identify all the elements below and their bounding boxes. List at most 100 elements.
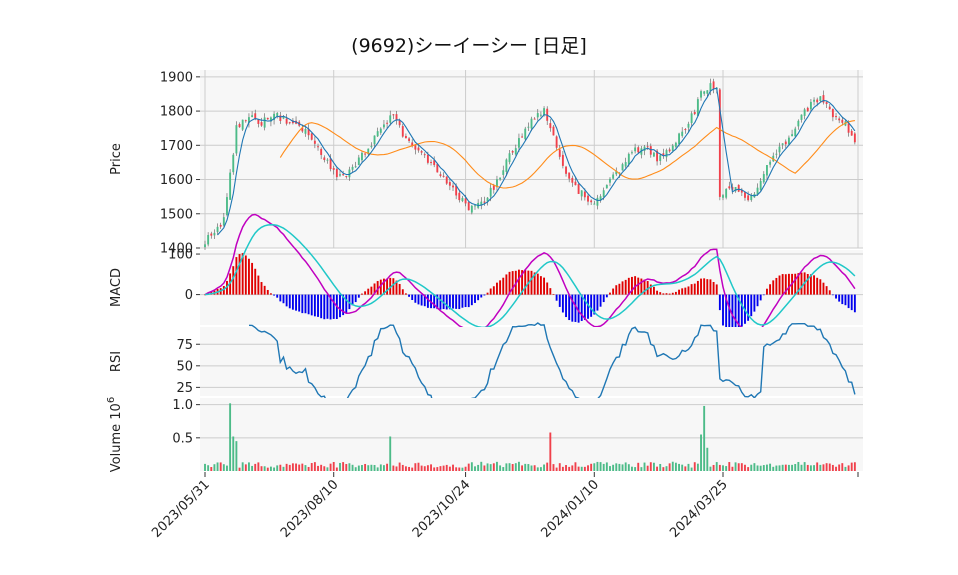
macd-histogram-bar <box>605 294 608 298</box>
macd-histogram-bar <box>590 294 593 317</box>
volume-bar <box>213 464 216 471</box>
macd-histogram-bar <box>546 282 549 295</box>
volume-bar <box>304 465 307 471</box>
volume-bar <box>530 465 533 471</box>
macd-histogram-bar <box>392 278 395 295</box>
candle-body <box>335 168 338 178</box>
macd-histogram-bar <box>536 273 539 295</box>
candle-body <box>565 166 567 174</box>
macd-histogram-bar <box>263 285 266 295</box>
candle-body <box>656 150 659 162</box>
volume-bar <box>806 464 809 471</box>
candle-body <box>612 174 615 179</box>
macd-histogram-bar <box>502 277 505 295</box>
candle-body <box>853 133 856 143</box>
macd-histogram-bar <box>317 294 319 317</box>
price-tick-label: 1700 <box>160 139 193 154</box>
candle-body <box>690 113 693 124</box>
candle-body <box>747 195 750 201</box>
volume-bar <box>637 462 640 471</box>
candle-body <box>803 109 806 116</box>
candle-body <box>442 175 445 177</box>
volume-bar <box>784 464 787 471</box>
macd-histogram-bar <box>593 294 596 315</box>
candle-body <box>426 154 429 163</box>
volume-bar <box>383 465 385 471</box>
candle-body <box>759 180 762 191</box>
candle-body <box>816 99 819 103</box>
candle-body <box>797 120 800 127</box>
candle-body <box>514 148 517 155</box>
volume-bar <box>759 465 762 471</box>
macd-histogram-bar <box>244 255 247 295</box>
volume-bar <box>533 465 536 471</box>
volume-bar <box>577 466 580 471</box>
volume-bar <box>414 463 417 471</box>
price-tick-label: 1400 <box>160 242 193 257</box>
volume-bar <box>354 467 357 471</box>
volume-bar <box>568 466 571 471</box>
candle-body <box>357 157 360 165</box>
candle-body <box>263 117 266 128</box>
volume-bar <box>483 465 486 471</box>
volume-bar <box>251 465 254 471</box>
volume-bar <box>511 464 514 471</box>
macd-histogram-bar <box>602 294 605 303</box>
volume-bar <box>276 465 279 471</box>
candle-body <box>762 174 765 183</box>
candle-body <box>700 91 702 98</box>
candle-body <box>775 153 778 155</box>
x-tick-label: 2023/08/10 <box>278 477 342 541</box>
volume-panel-background <box>200 398 863 471</box>
macd-histogram-bar <box>844 294 847 306</box>
volume-bar <box>593 463 596 471</box>
volume-bar <box>307 466 310 471</box>
volume-bar <box>853 462 856 471</box>
volume-axis-label: Volume 106 <box>106 397 124 472</box>
macd-histogram-bar <box>291 294 294 310</box>
macd-histogram-bar <box>467 294 470 308</box>
volume-bar <box>417 462 420 471</box>
volume-bar <box>822 464 825 471</box>
volume-bar <box>295 463 297 471</box>
candle-body <box>430 161 432 163</box>
volume-bar <box>269 466 272 471</box>
candle-body <box>674 142 677 147</box>
candle-body <box>496 179 498 188</box>
volume-bar <box>574 462 577 471</box>
candle-body <box>652 152 655 157</box>
volume-bar <box>703 405 706 471</box>
macd-histogram-bar <box>700 278 702 295</box>
volume-bar <box>445 464 448 471</box>
candle-body <box>718 89 721 197</box>
volume-bar <box>615 463 618 471</box>
candle-body <box>282 116 285 119</box>
candle-body <box>624 162 627 167</box>
macd-histogram-bar <box>690 284 693 295</box>
macd-histogram-bar <box>448 294 451 310</box>
candle-body <box>740 189 743 193</box>
volume-bar <box>508 463 511 471</box>
macd-histogram-bar <box>577 294 580 323</box>
candle-body <box>599 196 602 201</box>
macd-histogram-bar <box>232 266 235 295</box>
macd-histogram-bar <box>740 294 743 327</box>
macd-histogram-bar <box>357 294 360 298</box>
candle-body <box>706 90 709 94</box>
volume-bar <box>555 467 558 471</box>
candle-body <box>590 200 593 203</box>
volume-bar <box>248 462 250 471</box>
macd-histogram-bar <box>728 294 731 336</box>
candle-body <box>678 133 680 145</box>
volume-bar <box>596 461 599 471</box>
macd-histogram-bar <box>822 282 825 295</box>
volume-bar <box>737 463 740 471</box>
macd-histogram-bar <box>398 283 401 295</box>
macd-histogram-bar <box>530 270 533 295</box>
volume-bar <box>671 461 674 471</box>
candle-body <box>524 128 527 140</box>
volume-bar <box>583 466 586 471</box>
volume-bar <box>323 466 326 471</box>
volume-bar <box>844 466 847 471</box>
macd-histogram-bar <box>640 278 643 295</box>
